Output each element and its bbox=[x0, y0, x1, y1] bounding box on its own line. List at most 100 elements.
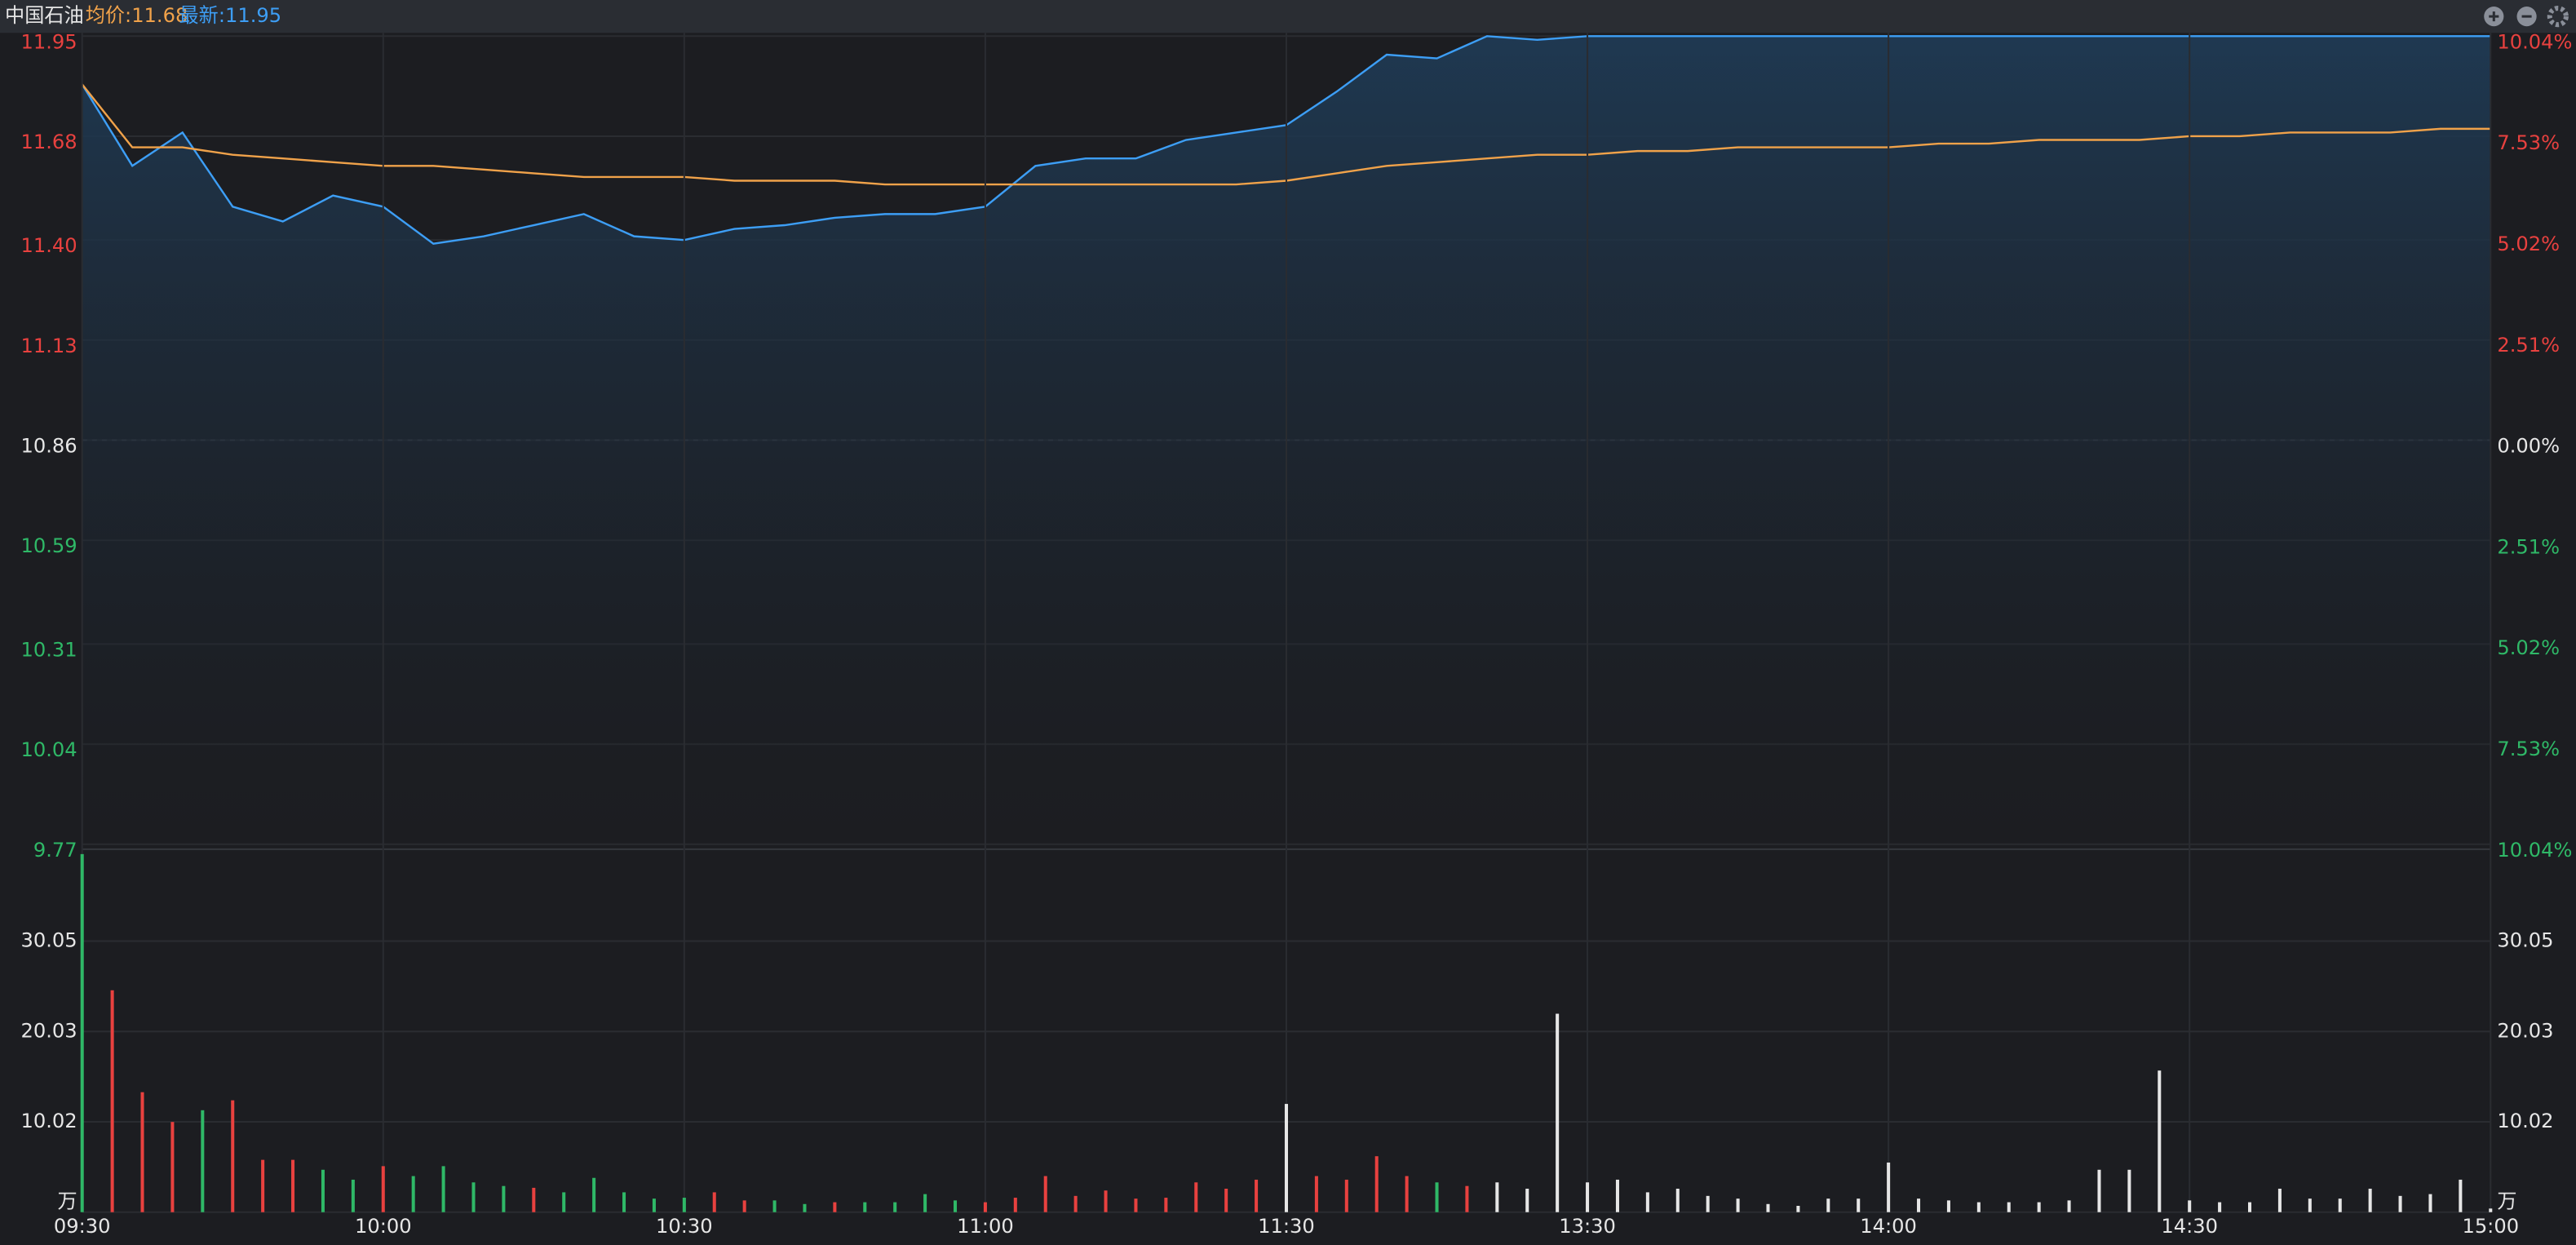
x-tick-label: 11:00 bbox=[957, 1215, 1014, 1238]
volume-bar bbox=[1104, 1190, 1108, 1212]
volume-bar bbox=[2428, 1194, 2432, 1212]
volume-bar bbox=[201, 1110, 205, 1212]
y-tick-label: 11.68 bbox=[20, 131, 77, 153]
volume-bar bbox=[471, 1182, 476, 1212]
y-tick-label-right: 10.02 bbox=[2497, 1110, 2553, 1132]
volume-bar bbox=[170, 1122, 175, 1212]
header-bar bbox=[0, 0, 2576, 33]
volume-bar bbox=[1586, 1182, 1590, 1212]
volume-bar bbox=[742, 1200, 746, 1212]
volume-bar bbox=[2007, 1202, 2011, 1212]
volume-bar bbox=[2247, 1202, 2252, 1212]
y-tick-label-right: 万 bbox=[2497, 1190, 2516, 1213]
volume-bar bbox=[923, 1194, 927, 1212]
volume-bar bbox=[1405, 1176, 1409, 1212]
volume-bar bbox=[1073, 1195, 1078, 1212]
y-tick-label: 11.13 bbox=[20, 335, 77, 357]
volume-bar bbox=[1344, 1179, 1348, 1212]
x-tick-label: 15:00 bbox=[2462, 1215, 2519, 1238]
volume-bar bbox=[1615, 1179, 1619, 1212]
volume-bar bbox=[682, 1198, 686, 1212]
y-tick-label: 9.77 bbox=[33, 839, 77, 862]
volume-bar bbox=[381, 1166, 385, 1212]
volume-bar bbox=[712, 1192, 716, 1212]
volume-bar bbox=[1224, 1188, 1228, 1212]
y-tick-label: 11.95 bbox=[20, 30, 77, 53]
y2-tick-label: 2.51% bbox=[2497, 535, 2560, 558]
y2-tick-label: 10.04% bbox=[2497, 839, 2572, 862]
volume-bar bbox=[562, 1192, 566, 1212]
volume-bar bbox=[2308, 1198, 2312, 1212]
volume-bar bbox=[110, 990, 114, 1212]
x-tick-label: 10:00 bbox=[355, 1215, 412, 1238]
volume-bar bbox=[1134, 1198, 1138, 1212]
volume-bar bbox=[863, 1202, 867, 1212]
volume-bar bbox=[772, 1200, 777, 1212]
volume-bar bbox=[983, 1202, 987, 1212]
volume-bar bbox=[411, 1176, 415, 1212]
volume-bar bbox=[1976, 1202, 1981, 1212]
volume-bar bbox=[140, 1092, 144, 1212]
volume-bar bbox=[1887, 1162, 1891, 1212]
y-tick-label: 10.86 bbox=[20, 435, 77, 458]
volume-bar bbox=[291, 1159, 295, 1212]
y2-tick-label: 2.51% bbox=[2497, 334, 2560, 357]
volume-bar bbox=[2188, 1200, 2192, 1212]
volume-bar bbox=[893, 1202, 897, 1212]
avg-price: 均价:11.68 bbox=[86, 4, 188, 27]
volume-bar bbox=[1374, 1156, 1379, 1212]
volume-bar bbox=[502, 1185, 506, 1212]
y-tick-label: 30.05 bbox=[20, 929, 77, 952]
volume-bar bbox=[1736, 1198, 1740, 1212]
volume-bar bbox=[1284, 1104, 1288, 1212]
y-tick-label: 20.03 bbox=[20, 1019, 77, 1042]
volume-bar bbox=[2218, 1202, 2222, 1212]
volume-bar bbox=[622, 1192, 626, 1212]
x-tick-label: 09:30 bbox=[54, 1215, 111, 1238]
stock-name: 中国石油 bbox=[5, 4, 84, 27]
volume-bar bbox=[1495, 1182, 1499, 1212]
volume-bar bbox=[1043, 1176, 1047, 1212]
volume-bar bbox=[2037, 1202, 2041, 1212]
volume-bar bbox=[803, 1203, 807, 1212]
y-tick-label-right: 30.05 bbox=[2497, 929, 2553, 952]
x-tick-label: 10:30 bbox=[656, 1215, 713, 1238]
y2-tick-label: 7.53% bbox=[2497, 131, 2560, 154]
volume-bar bbox=[2489, 1208, 2493, 1212]
volume-bar bbox=[1525, 1188, 1529, 1212]
y-tick-label: 10.59 bbox=[20, 534, 77, 557]
volume-bar bbox=[2067, 1200, 2071, 1212]
volume-bar bbox=[2127, 1169, 2131, 1212]
x-tick-label: 13:30 bbox=[1559, 1215, 1616, 1238]
volume-bar bbox=[441, 1166, 445, 1212]
y2-tick-label: 5.02% bbox=[2497, 233, 2560, 255]
volume-bar bbox=[1917, 1198, 1921, 1212]
volume-bar bbox=[351, 1179, 355, 1212]
volume-bar bbox=[1435, 1182, 1439, 1212]
volume-bar bbox=[1556, 1013, 1560, 1212]
x-tick-label: 14:30 bbox=[2161, 1215, 2218, 1238]
volume-bar bbox=[2368, 1188, 2372, 1212]
volume-bar bbox=[1314, 1176, 1318, 1212]
toolbar bbox=[2484, 6, 2569, 28]
volume-bar bbox=[261, 1159, 265, 1212]
volume-bar bbox=[1946, 1200, 1950, 1212]
volume-bar bbox=[1826, 1198, 1830, 1212]
y-tick-label: 11.40 bbox=[20, 234, 77, 257]
volume-bar bbox=[2158, 1070, 2162, 1212]
y2-tick-label: 10.04% bbox=[2497, 30, 2572, 53]
settings-button[interactable] bbox=[2547, 6, 2569, 28]
x-tick-label: 11:30 bbox=[1258, 1215, 1315, 1238]
volume-bar bbox=[1164, 1198, 1168, 1212]
y2-tick-label: 0.00% bbox=[2497, 435, 2560, 458]
volume-bar bbox=[321, 1169, 325, 1212]
volume-bar bbox=[231, 1100, 235, 1212]
volume-bar bbox=[2459, 1179, 2463, 1212]
volume-bar bbox=[1766, 1203, 1770, 1212]
y2-tick-label: 5.02% bbox=[2497, 636, 2560, 659]
y-tick-label: 万 bbox=[57, 1190, 77, 1213]
volume-bar bbox=[652, 1198, 656, 1212]
volume-bar bbox=[1645, 1192, 1649, 1212]
